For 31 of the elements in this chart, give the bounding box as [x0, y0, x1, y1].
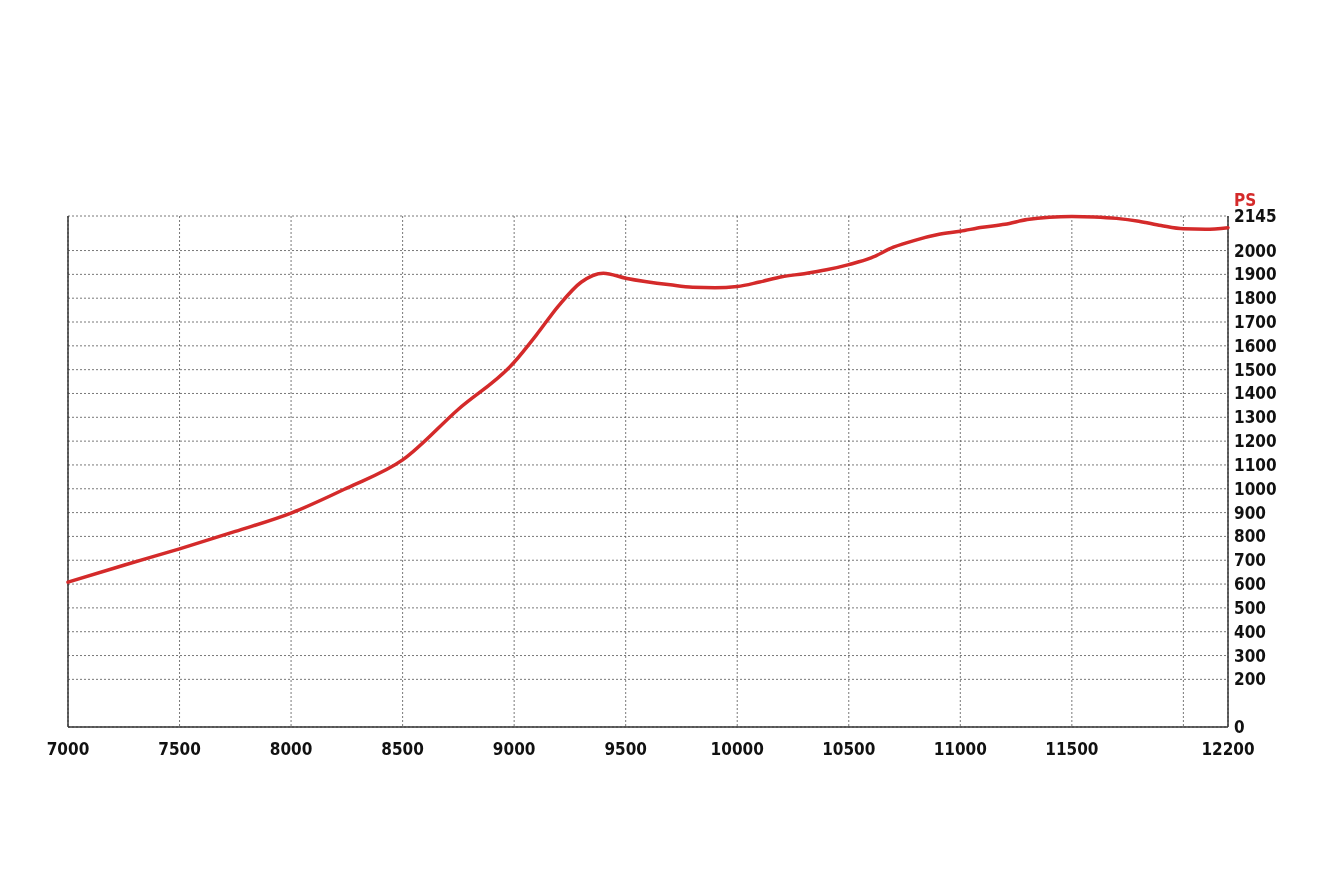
- x-tick-label: 10500: [822, 739, 876, 759]
- x-tick-label: 12200: [1201, 739, 1255, 759]
- x-tick-label: 8500: [381, 739, 424, 759]
- y-tick-label: 2000: [1234, 240, 1277, 261]
- y-tick-label: 500: [1234, 597, 1266, 618]
- x-tick-label: 10000: [710, 739, 764, 759]
- y-tick-label: 700: [1234, 550, 1266, 571]
- y-tick-label: 600: [1234, 574, 1266, 595]
- y-tick-label: 900: [1234, 502, 1266, 523]
- x-tick-label: 8000: [269, 739, 313, 759]
- y-tick-label: 300: [1234, 645, 1266, 666]
- y-tick-label: 1400: [1234, 383, 1277, 404]
- y-tick-label: 200: [1234, 669, 1266, 690]
- x-tick-label: 9000: [492, 739, 536, 759]
- y-tick-label: 1300: [1234, 407, 1277, 428]
- y-tick-label: 800: [1234, 526, 1266, 547]
- y-tick-label: 1200: [1234, 431, 1277, 452]
- y-tick-label: 1700: [1234, 312, 1277, 333]
- y-tick-label: 1000: [1234, 478, 1277, 499]
- y-tick-label: 1900: [1234, 264, 1277, 285]
- y-tick-label: 1100: [1234, 454, 1277, 475]
- y-tick-label: 400: [1234, 621, 1266, 642]
- x-tick-label: 11500: [1045, 739, 1099, 759]
- y-tick-label: 1600: [1234, 335, 1277, 356]
- y-tick-label: 1500: [1234, 359, 1277, 380]
- y-tick-label: 1800: [1234, 288, 1277, 309]
- y-tick-label: 0: [1234, 717, 1245, 737]
- x-tick-label: 11000: [933, 739, 987, 759]
- x-tick-label: 9500: [604, 739, 647, 759]
- x-tick-label: 7500: [158, 739, 201, 759]
- x-tick-label: 7000: [46, 739, 90, 759]
